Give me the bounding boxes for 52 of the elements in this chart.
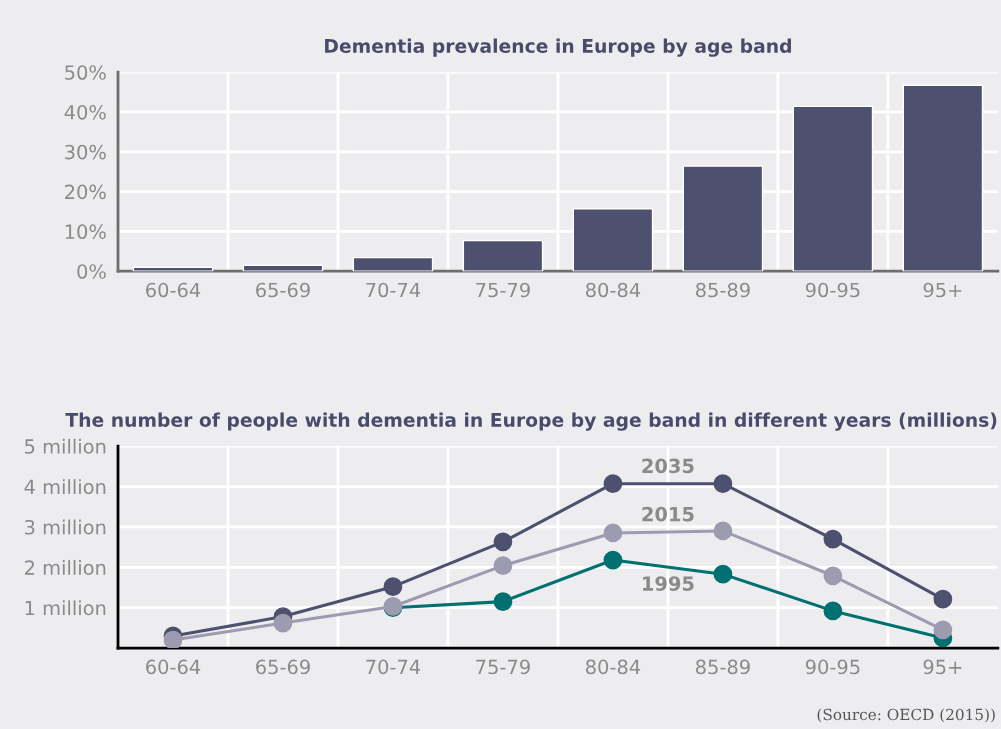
point bbox=[713, 474, 733, 494]
x-tick-label: 75-79 bbox=[476, 282, 530, 298]
x-tick-label: 60-64 bbox=[146, 659, 201, 675]
x-tick-label: 85-89 bbox=[695, 659, 750, 675]
y-tick-label: 2 million bbox=[24, 559, 106, 575]
bar bbox=[352, 256, 434, 272]
x-tick-label: 65-69 bbox=[256, 282, 310, 298]
point bbox=[713, 521, 733, 541]
x-tick-label: 80-84 bbox=[586, 659, 641, 675]
point bbox=[933, 589, 953, 609]
x-tick-label: 90-95 bbox=[805, 659, 860, 675]
point bbox=[493, 556, 513, 576]
point bbox=[603, 523, 623, 543]
y-tick-label: 5 million bbox=[25, 438, 106, 454]
text: (Source: OECD (2015)) bbox=[817, 708, 995, 723]
chart-title: Dementia prevalence in Europe by age band bbox=[325, 38, 791, 57]
point bbox=[603, 550, 623, 570]
point bbox=[823, 529, 843, 549]
y-tick-label: 10% bbox=[65, 224, 106, 240]
x-tick-label: 80-84 bbox=[586, 282, 641, 298]
y-tick-label: 4 million bbox=[24, 479, 106, 495]
y-tick-label: 20% bbox=[65, 184, 106, 200]
x-tick-label: 75-79 bbox=[476, 659, 530, 675]
point bbox=[493, 532, 513, 552]
x-tick-label: 65-69 bbox=[256, 659, 310, 675]
x-tick-label: 70-74 bbox=[366, 282, 421, 298]
point bbox=[603, 474, 623, 494]
point bbox=[383, 577, 403, 597]
series-label: 2015 bbox=[642, 506, 694, 522]
point bbox=[713, 564, 733, 584]
series-label: 1995 bbox=[643, 576, 694, 591]
chart-title: The number of people with dementia in Europe by age band in different years (millions) bbox=[65, 412, 997, 431]
x-tick-label: 95+ bbox=[923, 659, 962, 675]
y-tick-label: 3 million bbox=[25, 519, 106, 535]
y-tick-label: 30% bbox=[65, 144, 106, 160]
bar bbox=[462, 239, 544, 272]
series-label: 2035 bbox=[642, 458, 694, 474]
bar bbox=[242, 264, 324, 272]
y-tick-label: 50% bbox=[65, 65, 106, 80]
x-tick-label: 90-95 bbox=[805, 282, 860, 298]
y-tick-label: 0% bbox=[77, 264, 106, 279]
x-tick-label: 95+ bbox=[923, 282, 962, 298]
point bbox=[823, 566, 843, 586]
x-tick-label: 70-74 bbox=[366, 659, 421, 675]
point bbox=[493, 592, 513, 612]
point bbox=[933, 620, 953, 640]
y-tick-label: 40% bbox=[64, 104, 106, 120]
x-tick-label: 60-64 bbox=[146, 282, 201, 298]
point bbox=[273, 613, 293, 633]
point bbox=[823, 601, 843, 621]
x-tick-label: 85-89 bbox=[695, 282, 750, 298]
y-tick-label: 1 million bbox=[25, 600, 106, 616]
